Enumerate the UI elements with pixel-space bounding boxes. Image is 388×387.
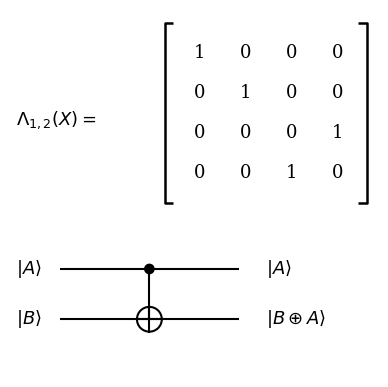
Text: 0: 0	[286, 124, 298, 142]
Text: 0: 0	[286, 84, 298, 102]
Text: $|B\rangle$: $|B\rangle$	[16, 308, 42, 330]
Text: 1: 1	[240, 84, 251, 102]
Text: 1: 1	[286, 164, 298, 182]
Text: 0: 0	[194, 84, 205, 102]
Text: $|B \oplus A\rangle$: $|B \oplus A\rangle$	[266, 308, 326, 330]
Text: 0: 0	[332, 84, 343, 102]
Text: 0: 0	[194, 164, 205, 182]
Text: 0: 0	[240, 44, 251, 62]
Text: 1: 1	[332, 124, 343, 142]
Text: $|A\rangle$: $|A\rangle$	[16, 258, 41, 280]
Text: 1: 1	[194, 44, 205, 62]
Text: 0: 0	[332, 44, 343, 62]
Text: $|A\rangle$: $|A\rangle$	[266, 258, 291, 280]
Circle shape	[145, 264, 154, 274]
Text: $\Lambda_{1,2}(X) = $: $\Lambda_{1,2}(X) = $	[16, 109, 96, 131]
Text: 0: 0	[240, 164, 251, 182]
Text: 0: 0	[240, 124, 251, 142]
Text: 0: 0	[194, 124, 205, 142]
Text: 0: 0	[286, 44, 298, 62]
Text: 0: 0	[332, 164, 343, 182]
